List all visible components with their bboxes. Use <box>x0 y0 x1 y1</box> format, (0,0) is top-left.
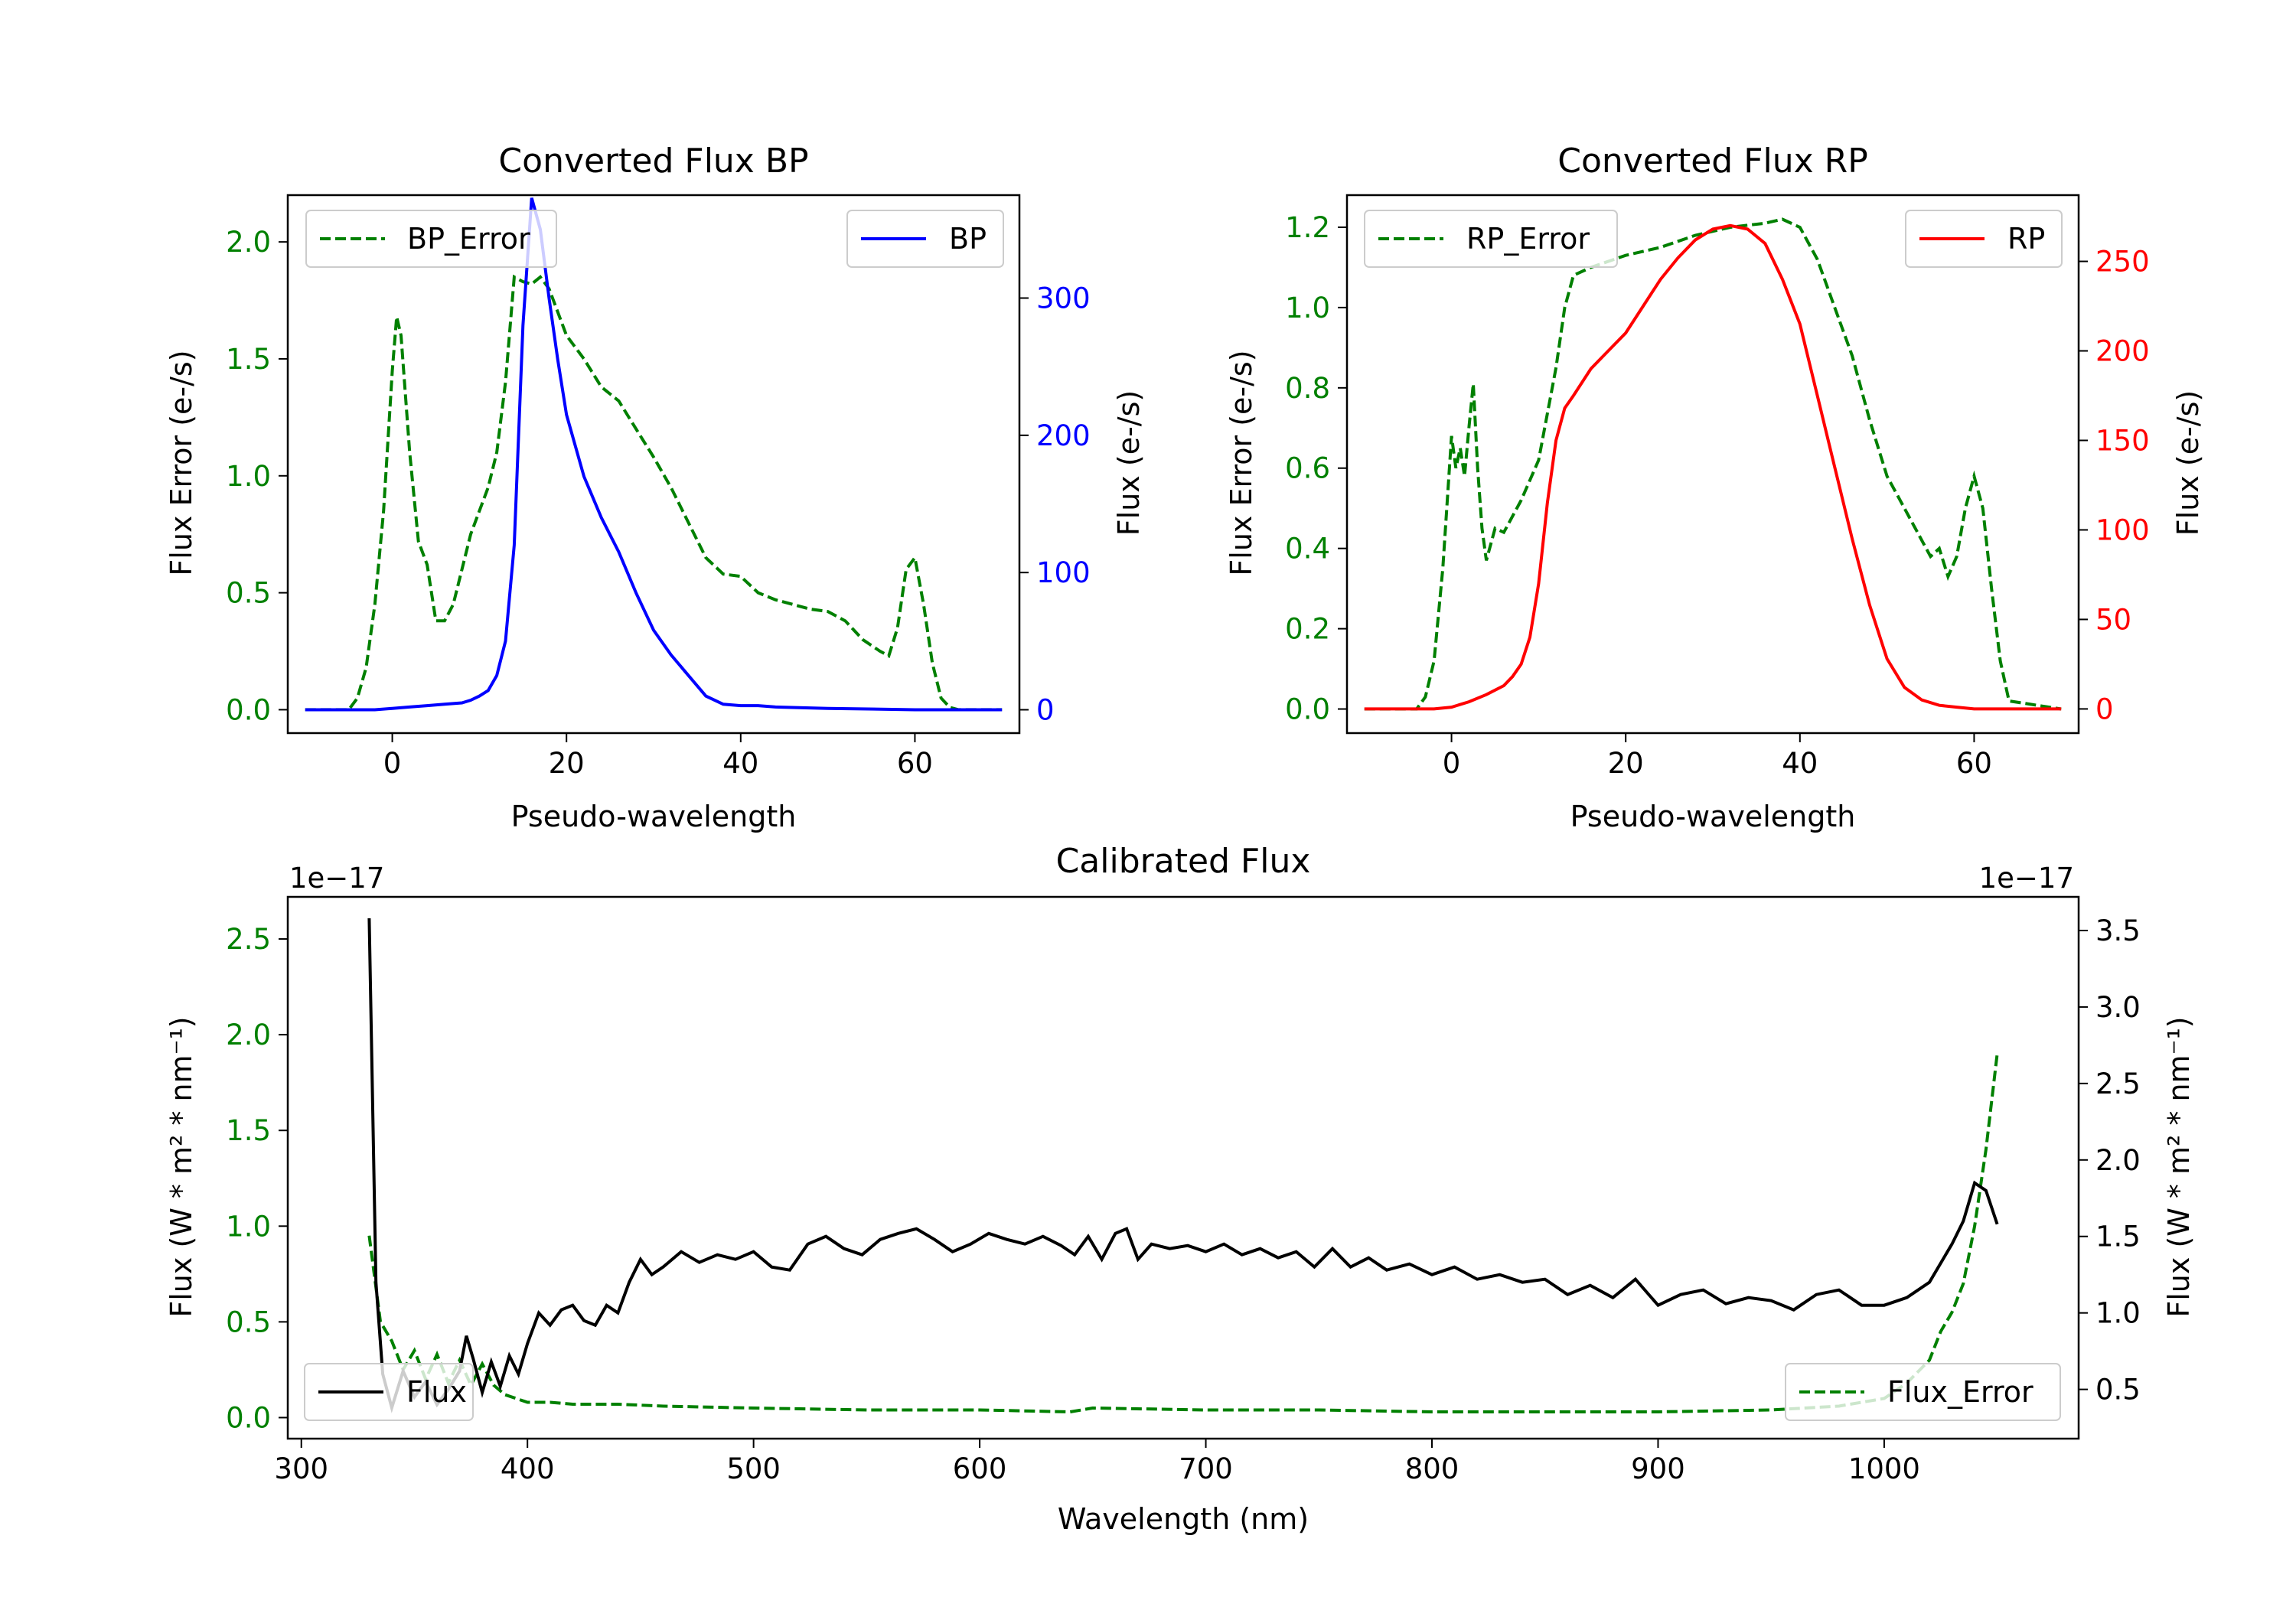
rp-ytick-left-label: 1.2 <box>1285 211 1330 244</box>
bp-series-bp <box>305 197 1003 712</box>
rp-axes-frame <box>1345 194 2080 735</box>
rp-series-rp-error <box>1364 217 2062 711</box>
bp-ytick-right-label: 200 <box>1036 419 1091 452</box>
rp-legend-flux: RP <box>1905 210 2063 268</box>
rp-ytick-left-label: 0.8 <box>1285 372 1330 405</box>
bp-ytick-left-label: 1.0 <box>226 460 271 493</box>
calibrated-ytick-right-label: 1.5 <box>2095 1221 2141 1253</box>
calibrated-legend-flux-label: Flux <box>406 1375 467 1409</box>
calibrated-xtick-label: 800 <box>1405 1452 1459 1485</box>
calibrated-ytick-right-label: 2.0 <box>2095 1144 2141 1177</box>
calibrated-title: Calibrated Flux <box>1056 842 1311 881</box>
calibrated-ytick-left-label: 0.0 <box>226 1401 271 1434</box>
bp-xtick-label: 0 <box>383 747 402 780</box>
calibrated-legend-error-label: Flux_Error <box>1887 1375 2033 1409</box>
bp-ytick-right-label: 100 <box>1036 556 1091 589</box>
bp-xtick-label: 20 <box>549 747 585 780</box>
rp-legend-flux-label: RP <box>2007 222 2045 256</box>
bp-ytick-left-label: 0.0 <box>226 693 271 726</box>
calibrated-ytick-left-label: 2.0 <box>226 1019 271 1051</box>
bp-xtick-label: 40 <box>722 747 758 780</box>
calibrated-series-flux <box>367 918 1999 1413</box>
calibrated-ytick-left-label: 0.5 <box>226 1305 271 1338</box>
bp-ylabel-left: Flux Error (e-/s) <box>165 350 198 575</box>
calibrated-xtick-label: 900 <box>1631 1452 1685 1485</box>
rp-plot-area: 0 20 40 60 0.0 0.2 0.4 0.6 0.8 1.0 1.2 0 50 100 150 200… <box>1285 194 2150 780</box>
calibrated-legend-flux-box <box>304 1363 474 1421</box>
calibrated-plot-area: 300 400 500 600 700 800 900 1000 0.0 0.5 1.0 1.5 2.0… <box>226 895 2141 1485</box>
bp-legend-error: BP_Error <box>305 210 557 268</box>
bp-axes-frame <box>286 194 1021 735</box>
bp-legend-error-label: BP_Error <box>407 222 530 256</box>
calibrated-ytick-left-label: 2.5 <box>226 923 271 956</box>
rp-ylabel-right: Flux (e-/s) <box>2171 390 2205 536</box>
rp-series-rp <box>1364 223 2062 711</box>
rp-ytick-left-label: 0.0 <box>1285 693 1330 726</box>
rp-xlabel: Pseudo-wavelength <box>1570 800 1856 833</box>
rp-ytick-right-label: 200 <box>2095 335 2150 368</box>
calibrated-xtick-label: 700 <box>1179 1452 1233 1485</box>
calibrated-panel: Calibrated Flux Wavelength (nm) Flux (W … <box>165 842 2196 1536</box>
calibrated-legend-error: Flux_Error <box>1785 1363 2061 1421</box>
rp-ylabel-left: Flux Error (e-/s) <box>1225 350 1258 575</box>
rp-ytick-left-label: 0.6 <box>1285 452 1330 485</box>
rp-ytick-right-label: 100 <box>2095 513 2150 546</box>
calibrated-ytick-right-label: 1.0 <box>2095 1297 2141 1330</box>
calibrated-xlabel: Wavelength (nm) <box>1058 1502 1309 1536</box>
calibrated-xtick-label: 1000 <box>1848 1452 1920 1485</box>
rp-ytick-left-label: 0.4 <box>1285 533 1330 566</box>
rp-xtick-label: 20 <box>1608 747 1644 780</box>
calibrated-ytick-right-label: 2.5 <box>2095 1068 2141 1100</box>
rp-legend-error-label: RP_Error <box>1466 222 1590 256</box>
rp-xtick-label: 0 <box>1443 747 1461 780</box>
calibrated-xtick-label: 600 <box>953 1452 1007 1485</box>
bp-plot-area: 0 20 40 60 0.0 0.5 1.0 1.5 2.0 0 100 200 300 <box>226 194 1091 780</box>
rp-ytick-right-label: 50 <box>2095 603 2131 636</box>
bp-xtick-label: 60 <box>897 747 933 780</box>
rp-xtick-label: 40 <box>1782 747 1818 780</box>
calibrated-ylabel-right: Flux (W * m² * nm⁻¹) <box>2162 1016 2196 1317</box>
calibrated-xtick-label: 300 <box>274 1452 328 1485</box>
bp-legend-flux-label: BP <box>949 222 987 256</box>
rp-title: Converted Flux RP <box>1557 142 1868 181</box>
bp-ytick-right-label: 300 <box>1036 282 1091 315</box>
bp-ytick-left-label: 2.0 <box>226 226 271 259</box>
bp-ytick-left-label: 1.5 <box>226 343 271 376</box>
calibrated-xtick-label: 400 <box>501 1452 555 1485</box>
bp-title: Converted Flux BP <box>498 142 808 181</box>
calibrated-offset-right: 1e−17 <box>1979 862 2074 895</box>
rp-panel: Converted Flux RP Pseudo-wavelength Flux… <box>1225 142 2205 833</box>
bp-ytick-right-label: 0 <box>1036 694 1055 727</box>
bp-legend-flux: BP <box>846 210 1004 268</box>
rp-ytick-left-label: 1.0 <box>1285 292 1330 324</box>
calibrated-legend-error-box <box>1785 1363 2061 1421</box>
calibrated-offset-left: 1e−17 <box>289 862 384 895</box>
bp-panel: Converted Flux BP Pseudo-wavelength Flux… <box>165 142 1146 833</box>
calibrated-xtick-label: 500 <box>726 1452 781 1485</box>
bp-legend-error-box <box>305 210 557 268</box>
rp-ytick-right-label: 0 <box>2095 693 2114 725</box>
calibrated-ytick-left-label: 1.5 <box>226 1114 271 1147</box>
calibrated-legend-flux: Flux <box>304 1363 474 1421</box>
rp-ytick-right-label: 150 <box>2095 425 2150 458</box>
calibrated-ylabel-left: Flux (W * m² * nm⁻¹) <box>165 1016 198 1317</box>
rp-legend-error-box <box>1364 210 1618 268</box>
calibrated-ytick-right-label: 3.0 <box>2095 991 2141 1024</box>
rp-ytick-right-label: 250 <box>2095 246 2150 279</box>
rp-xtick-label: 60 <box>1956 747 1992 780</box>
calibrated-ytick-left-label: 1.0 <box>226 1210 271 1243</box>
rp-ytick-left-label: 0.2 <box>1285 613 1330 646</box>
bp-xlabel: Pseudo-wavelength <box>511 800 797 833</box>
calibrated-ytick-right-label: 3.5 <box>2095 914 2141 947</box>
bp-ytick-left-label: 0.5 <box>226 577 271 610</box>
rp-legend-error: RP_Error <box>1364 210 1618 268</box>
calibrated-ytick-right-label: 0.5 <box>2095 1374 2141 1407</box>
calibrated-axes-frame <box>286 895 2080 1440</box>
bp-ylabel-right: Flux (e-/s) <box>1112 390 1146 536</box>
